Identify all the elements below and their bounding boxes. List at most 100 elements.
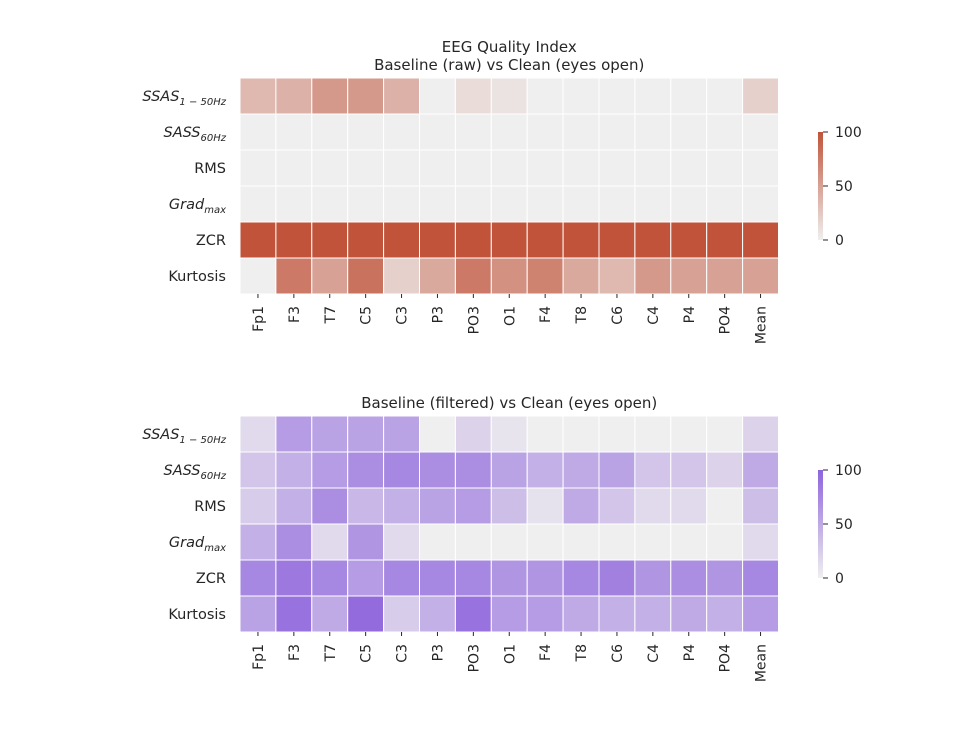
heatmap-cell [670,415,708,453]
heatmap-cell [742,185,779,223]
heatmap-cell [275,77,313,115]
column-label: C6 [610,306,626,325]
heatmap-cell [311,77,349,115]
colorbar-tick-label: 50 [835,179,853,195]
heatmap-cell [562,595,600,633]
colorbar [818,132,823,240]
column-label: T8 [574,644,590,662]
heatmap-cell [383,221,421,259]
heatmap-cell [562,185,600,223]
row-label: Gradmax [169,197,226,216]
heatmap-cell [239,185,277,223]
heatmap-cell [454,221,492,259]
column-label: Fp1 [251,644,267,670]
heatmap-cell [275,595,313,633]
heatmap-cell [454,257,492,295]
heatmap-cell [562,523,600,561]
heatmap-cell [347,257,385,295]
heatmap-cell [239,149,277,187]
heatmap-cell [526,559,564,597]
heatmap-cell [383,559,421,597]
heatmap-cell [670,221,708,259]
heatmap-cell [670,149,708,187]
heatmap-cell [742,257,779,295]
heatmap-cell [239,523,277,561]
heatmap-cell [490,559,528,597]
heatmap-cell [634,559,672,597]
heatmap-cell [383,185,421,223]
heatmap-cell [742,595,779,633]
heatmap-cell [598,487,636,525]
heatmap-cell [347,113,385,151]
heatmap-cell [598,149,636,187]
row-label: Gradmax [169,535,226,554]
heatmap-cell [598,523,636,561]
heatmap-cell [275,415,313,453]
heatmap-cell [239,559,277,597]
colorbar [818,470,823,578]
row-label: Kurtosis [168,269,226,285]
heatmap-cell [419,257,456,295]
heatmap-cell [347,559,385,597]
heatmap-cell [742,523,779,561]
colorbar-tick-label: 0 [835,571,844,587]
heatmap-cell [454,77,492,115]
row-label: Kurtosis [168,607,226,623]
heatmap-cell [670,77,708,115]
heatmap-cell [383,257,421,295]
heatmap-cell [275,221,313,259]
heatmap-cell [239,113,277,151]
heatmap-cell [383,415,421,453]
heatmap-cell [311,221,349,259]
heatmap-cell [490,221,528,259]
heatmap-cell [347,595,385,633]
heatmap-cell [419,559,456,597]
heatmap-cell [275,113,313,151]
heatmap-cell [526,487,564,525]
heatmap-cell [706,185,744,223]
heatmap-cell [598,415,636,453]
heatmap-cell [526,113,564,151]
heatmap-cell [634,77,672,115]
heatmap-cell [454,487,492,525]
heatmap-cell [275,487,313,525]
heatmap-cell [634,523,672,561]
heatmap-cell [706,415,744,453]
heatmap-cell [706,113,744,151]
heatmap-cell [670,113,708,151]
heatmap-cell [742,221,779,259]
heatmap-cell [562,221,600,259]
heatmap-cell [526,149,564,187]
heatmap-cell [742,415,779,453]
heatmap-cell [490,113,528,151]
heatmap-cell [239,415,277,453]
heatmap-cell [598,185,636,223]
heatmap-cell [634,487,672,525]
heatmap-cell [347,523,385,561]
heatmap-cell [634,257,672,295]
heatmap-cell [347,451,385,489]
column-label: P3 [430,306,446,323]
column-label: PO4 [718,306,734,334]
heatmap-cell [275,451,313,489]
column-label: F4 [538,306,554,323]
heatmap-cell [239,451,277,489]
heatmap-cell [490,257,528,295]
column-label: F4 [538,644,554,661]
heatmap-cell [383,113,421,151]
colorbar-tick-label: 100 [835,125,862,141]
heatmap-cell [275,559,313,597]
heatmap-cell [419,77,456,115]
heatmap-cell [419,487,456,525]
heatmap-cell [419,595,456,633]
heatmap-cell [670,523,708,561]
colorbar-tick-label: 50 [835,517,853,533]
heatmap-cell [454,523,492,561]
column-label: O1 [502,644,518,664]
heatmap-panel-filtered: Baseline (filtered) vs Clean (eyes open)… [142,394,861,682]
heatmap-cell [670,487,708,525]
chart-subtitle: Baseline (raw) vs Clean (eyes open) [374,56,644,74]
column-label: P3 [430,644,446,661]
column-label: T8 [574,306,590,324]
